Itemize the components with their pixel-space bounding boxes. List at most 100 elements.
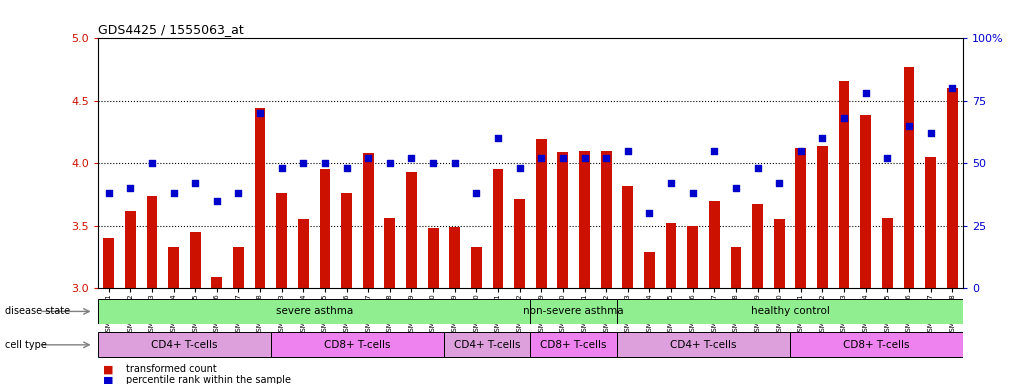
Bar <box>233 247 244 288</box>
Bar <box>838 81 850 288</box>
Bar <box>363 153 374 288</box>
Point <box>792 147 809 154</box>
Bar <box>271 332 444 358</box>
Point <box>273 165 289 171</box>
Point <box>468 190 484 196</box>
Bar <box>427 228 439 288</box>
Bar <box>444 332 530 358</box>
Text: CD8+ T-cells: CD8+ T-cells <box>541 340 607 350</box>
Bar <box>276 193 287 288</box>
Bar <box>860 114 871 288</box>
Bar <box>190 232 201 288</box>
Bar <box>341 193 352 288</box>
Point <box>749 165 765 171</box>
Text: percentile rank within the sample: percentile rank within the sample <box>126 375 290 384</box>
Point <box>922 130 938 136</box>
Text: ■: ■ <box>103 364 113 374</box>
Bar <box>103 238 114 288</box>
Point <box>359 155 376 161</box>
Bar <box>622 186 633 288</box>
Point <box>770 180 787 186</box>
Point <box>165 190 181 196</box>
Bar <box>665 223 677 288</box>
Point <box>403 155 419 161</box>
Point <box>208 197 225 204</box>
Text: transformed count: transformed count <box>126 364 216 374</box>
Point <box>619 147 636 154</box>
Bar <box>168 247 179 288</box>
Point <box>230 190 246 196</box>
Point <box>295 160 311 166</box>
Text: CD4+ T-cells: CD4+ T-cells <box>151 340 217 350</box>
Point <box>533 155 549 161</box>
Bar <box>492 169 504 288</box>
Bar <box>514 199 525 288</box>
Text: ■: ■ <box>103 375 113 384</box>
Point <box>381 160 398 166</box>
Text: CD8+ T-cells: CD8+ T-cells <box>324 340 390 350</box>
Point <box>122 185 138 191</box>
Bar <box>449 227 460 288</box>
Bar <box>882 218 893 288</box>
Bar <box>903 67 915 288</box>
Point <box>446 160 462 166</box>
Bar <box>530 332 617 358</box>
Point <box>943 85 960 91</box>
Point <box>706 147 722 154</box>
Bar <box>125 210 136 288</box>
Bar <box>925 157 936 288</box>
Point <box>338 165 354 171</box>
Bar <box>406 172 417 288</box>
Bar <box>98 332 271 358</box>
Bar <box>730 247 742 288</box>
Bar <box>298 219 309 288</box>
Bar <box>752 204 763 288</box>
Text: GDS4425 / 1555063_at: GDS4425 / 1555063_at <box>98 23 244 36</box>
Bar <box>98 299 530 324</box>
Bar <box>790 332 963 358</box>
Point <box>857 90 873 96</box>
Bar <box>536 139 547 288</box>
Text: healthy control: healthy control <box>751 306 829 316</box>
Bar <box>795 148 806 288</box>
Bar <box>384 218 396 288</box>
Bar <box>947 88 958 288</box>
Point <box>641 210 657 216</box>
Point <box>186 180 203 186</box>
Point <box>727 185 744 191</box>
Point <box>576 155 592 161</box>
Point <box>316 160 333 166</box>
Text: CD4+ T-cells: CD4+ T-cells <box>454 340 520 350</box>
Bar <box>687 226 698 288</box>
Bar <box>254 108 266 288</box>
Bar <box>600 151 612 288</box>
Text: cell type: cell type <box>5 340 47 350</box>
Bar <box>530 299 617 324</box>
Point <box>143 160 160 166</box>
Bar <box>579 151 590 288</box>
Bar <box>617 299 963 324</box>
Bar <box>211 277 222 288</box>
Point <box>814 135 830 141</box>
Text: CD4+ T-cells: CD4+ T-cells <box>671 340 736 350</box>
Bar <box>146 195 158 288</box>
Bar <box>319 169 331 288</box>
Point <box>251 110 268 116</box>
Bar <box>774 219 785 288</box>
Point <box>662 180 679 186</box>
Bar <box>617 332 790 358</box>
Point <box>511 165 527 171</box>
Bar <box>471 247 482 288</box>
Point <box>489 135 506 141</box>
Point <box>597 155 614 161</box>
Text: CD8+ T-cells: CD8+ T-cells <box>844 340 909 350</box>
Bar <box>644 252 655 288</box>
Point <box>835 115 852 121</box>
Point <box>424 160 441 166</box>
Text: severe asthma: severe asthma <box>275 306 352 316</box>
Bar <box>709 200 720 288</box>
Text: disease state: disease state <box>5 306 70 316</box>
Point <box>554 155 571 161</box>
Point <box>900 123 917 129</box>
Text: non-severe asthma: non-severe asthma <box>523 306 624 316</box>
